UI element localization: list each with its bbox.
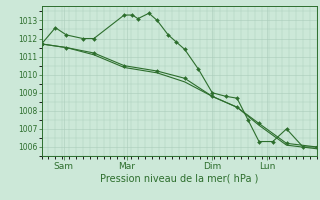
X-axis label: Pression niveau de la mer( hPa ): Pression niveau de la mer( hPa ) <box>100 173 258 183</box>
